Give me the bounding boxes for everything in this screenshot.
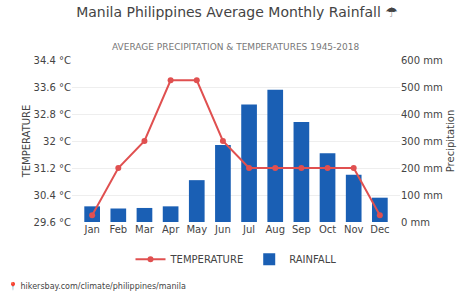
svg-text:📍 hikersbay.com/climate/phili: 📍 hikersbay.com/climate/philippines/mani…	[8, 281, 186, 291]
svg-text:May: May	[186, 224, 207, 235]
svg-text:32 °C: 32 °C	[43, 136, 71, 147]
svg-text:Manila Philippines Average Mon: Manila Philippines Average Monthly Rainf…	[76, 4, 398, 20]
svg-text:0 mm: 0 mm	[401, 217, 430, 228]
svg-text:Sep: Sep	[292, 224, 311, 235]
svg-text:Aug: Aug	[265, 224, 285, 235]
svg-text:Jan: Jan	[83, 224, 99, 235]
svg-text:AVERAGE PRECIPITATION & TEMPER: AVERAGE PRECIPITATION & TEMPERATURES 194…	[112, 42, 360, 52]
svg-text:Nov: Nov	[344, 224, 364, 235]
svg-text:32.8 °C: 32.8 °C	[34, 109, 71, 120]
svg-text:33.6 °C: 33.6 °C	[34, 82, 71, 93]
svg-text:500 mm: 500 mm	[401, 82, 443, 93]
svg-text:600 mm: 600 mm	[401, 55, 443, 66]
svg-text:34.4 °C: 34.4 °C	[34, 55, 71, 66]
svg-text:Mar: Mar	[135, 224, 155, 235]
svg-text:300 mm: 300 mm	[401, 136, 443, 147]
svg-text:TEMPERATURE: TEMPERATURE	[170, 254, 244, 265]
svg-text:31.2 °C: 31.2 °C	[34, 163, 71, 174]
svg-text:TEMPERATURE: TEMPERATURE	[21, 105, 32, 179]
svg-text:Feb: Feb	[109, 224, 127, 235]
svg-text:Precipitation: Precipitation	[445, 110, 456, 173]
svg-text:400 mm: 400 mm	[401, 109, 443, 120]
svg-text:Jul: Jul	[242, 224, 255, 235]
svg-text:200 mm: 200 mm	[401, 163, 443, 174]
svg-text:Dec: Dec	[370, 224, 389, 235]
svg-text:RAINFALL: RAINFALL	[289, 254, 336, 265]
svg-text:100 mm: 100 mm	[401, 190, 443, 201]
svg-text:Jun: Jun	[214, 224, 231, 235]
svg-text:Oct: Oct	[319, 224, 336, 235]
svg-text:Apr: Apr	[162, 224, 180, 235]
svg-text:30.4 °C: 30.4 °C	[34, 190, 71, 201]
svg-text:29.6 °C: 29.6 °C	[34, 217, 71, 228]
